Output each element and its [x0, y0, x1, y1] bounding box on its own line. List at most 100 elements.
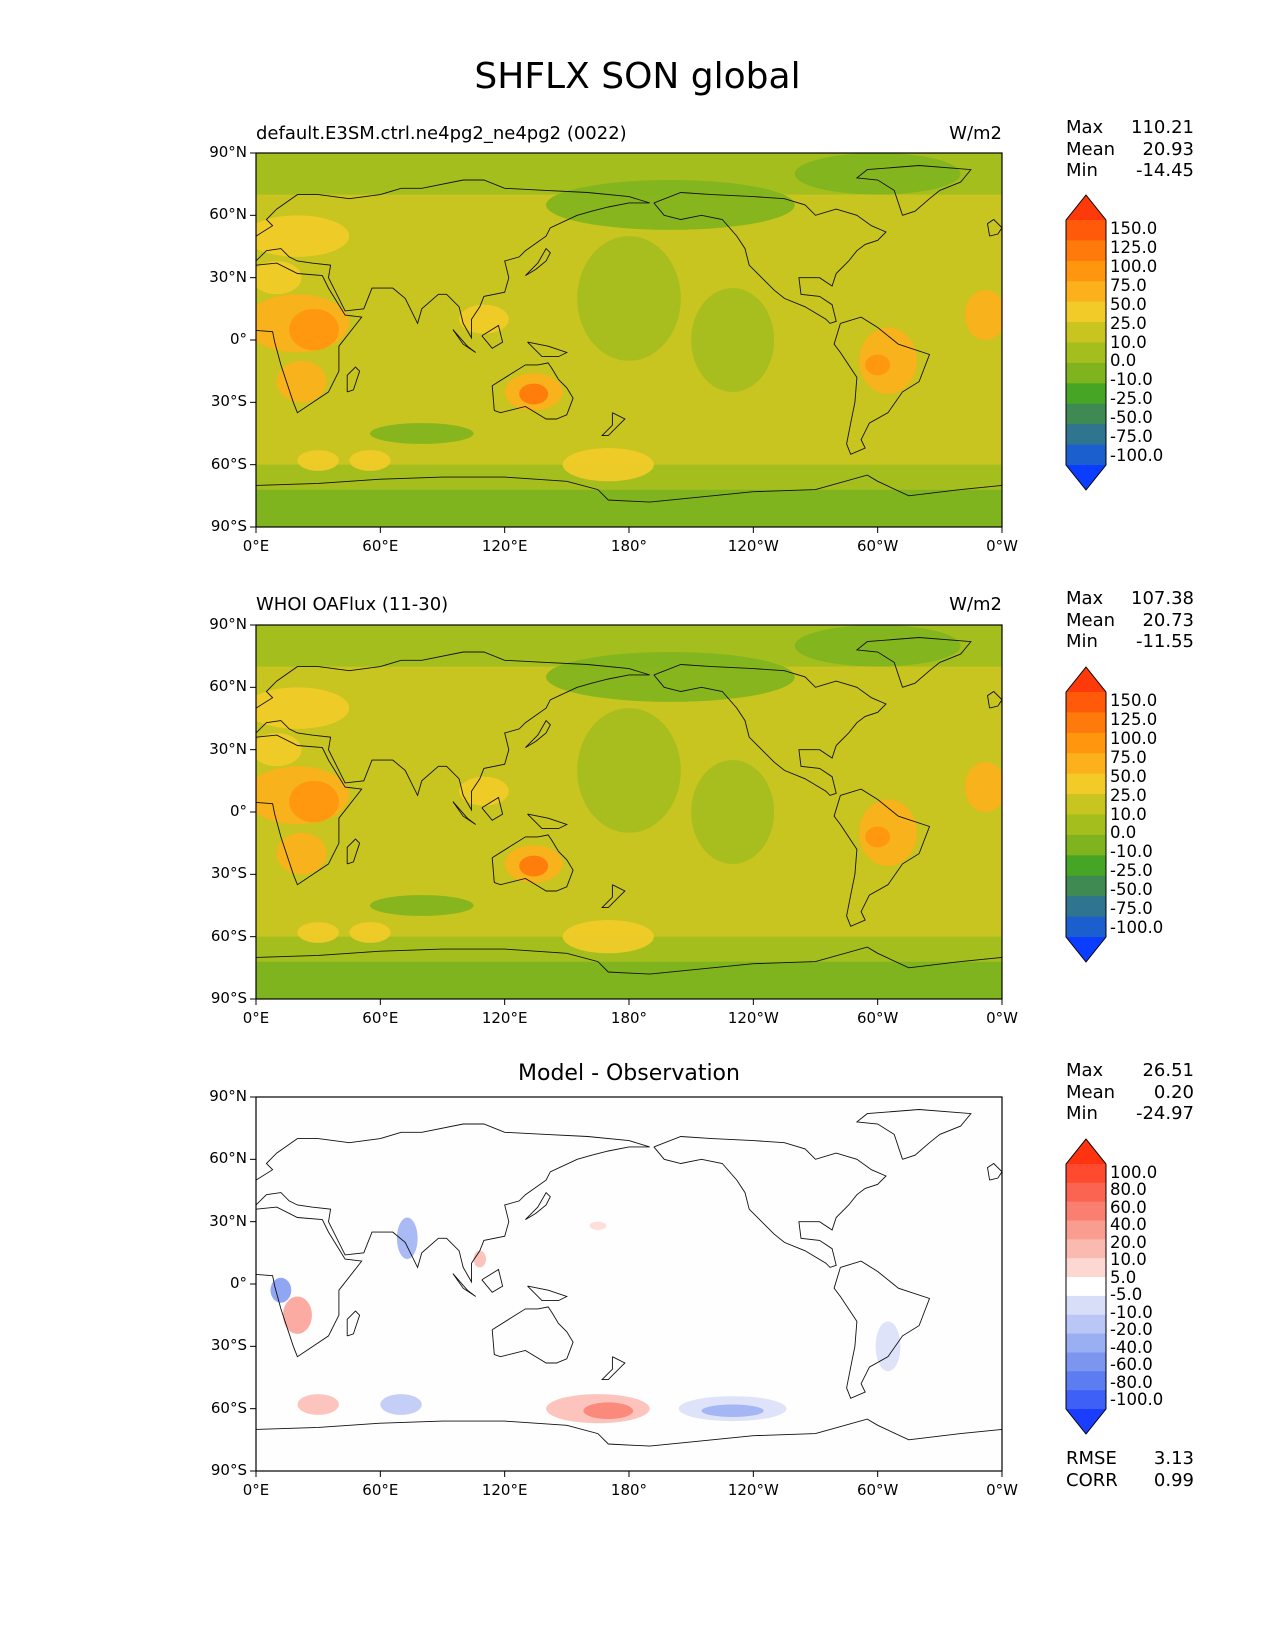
- panel2-stats: Max 107.38 Mean 20.73 Min -11.55: [1066, 588, 1194, 653]
- y-tick-label: 90°N: [209, 1087, 247, 1105]
- field-contour: [562, 920, 654, 954]
- stat-label-mean: Mean: [1066, 138, 1116, 160]
- colorbar-outline: [1065, 194, 1107, 491]
- field-contour: [369, 423, 474, 444]
- y-tick-label: 0°: [229, 802, 247, 820]
- field-contour: [276, 832, 327, 875]
- coastline: [833, 316, 931, 455]
- panel2-max: 107.38: [1131, 588, 1194, 609]
- coastline: [653, 1136, 887, 1268]
- y-tick-label: 90°S: [210, 989, 247, 1007]
- field-contour: [289, 308, 339, 351]
- southern-band: [256, 489, 1002, 527]
- colorbar-segment: [1066, 814, 1106, 836]
- coastline: [256, 651, 650, 812]
- field-contour: [256, 215, 350, 257]
- stat-label-max: Max: [1066, 1060, 1104, 1081]
- colorbar-tick-label: -100.0: [1110, 917, 1164, 937]
- field-contour: [794, 625, 961, 667]
- field-contour: [562, 448, 654, 482]
- colorbar-tick-label: -25.0: [1110, 389, 1153, 409]
- y-tick-label: 90°S: [210, 1461, 247, 1479]
- coastline: [855, 165, 972, 216]
- colorbar-segment: [1066, 1220, 1106, 1240]
- colorbar-tick-label: 50.0: [1110, 766, 1147, 786]
- panel2-min: -11.55: [1135, 631, 1194, 652]
- colorbar-tick-label: -20.0: [1110, 1320, 1153, 1340]
- colorbar-segment: [1066, 281, 1106, 303]
- colorbar-tick-label: -100.0: [1110, 445, 1164, 465]
- colorbar-segment: [1066, 1295, 1106, 1316]
- metric-label-rmse: RMSE: [1066, 1448, 1117, 1469]
- colorbar-segment: [1066, 403, 1106, 425]
- panel3-metrics: RMSE 3.13 CORR 0.99: [1066, 1448, 1194, 1491]
- colorbar-segment: [1066, 383, 1106, 405]
- y-tick-label: 90°S: [210, 517, 247, 535]
- coastline: [481, 1268, 504, 1293]
- colorbar-segment: [1066, 692, 1106, 713]
- colorbar-segment: [1066, 362, 1106, 384]
- colorbar-tick-label: 5.0: [1110, 1267, 1137, 1287]
- difference-contour: [396, 1217, 418, 1260]
- colorbar-outline: [1065, 1138, 1107, 1435]
- coastline: [346, 1310, 361, 1337]
- colorbar-tick-label: -10.0: [1110, 370, 1153, 390]
- coastline: [525, 1191, 551, 1220]
- field-contour: [297, 922, 339, 943]
- panel1-title: default.E3SM.ctrl.ne4pg2_ne4pg2 (0022): [256, 123, 627, 144]
- colorbar-segment: [1066, 855, 1106, 877]
- coastline: [525, 719, 551, 748]
- y-tick-label: 60°S: [210, 1398, 247, 1417]
- colorbar-tick-label: -80.0: [1110, 1372, 1153, 1392]
- difference-contour: [875, 1321, 901, 1372]
- y-tick-label: 60°N: [209, 677, 247, 696]
- colorbar-tick-label: 125.0: [1110, 710, 1158, 730]
- colorbar-tick-label: -10.0: [1110, 1302, 1153, 1322]
- y-tick-label: 0°: [229, 330, 247, 348]
- x-tick-label: 60°W: [856, 537, 899, 555]
- field-contour: [297, 450, 339, 471]
- colorbar-extend-top: [1066, 1139, 1106, 1164]
- field-contour: [256, 261, 302, 295]
- coastline: [481, 324, 504, 349]
- colorbar-tick-label: 150.0: [1110, 691, 1158, 711]
- panel1-map: [250, 152, 1003, 533]
- coastline: [855, 637, 972, 688]
- colorbar-tick-label: -100.0: [1110, 1390, 1164, 1410]
- colorbar-segment: [1066, 875, 1106, 897]
- y-tick-label: 90°N: [209, 143, 247, 161]
- coastline: [987, 218, 1002, 237]
- figure-title: SHFLX SON global: [474, 56, 801, 97]
- colorbar-segment: [1066, 1201, 1106, 1222]
- colorbar-tick-label: 50.0: [1110, 294, 1147, 314]
- coastline: [601, 1356, 626, 1381]
- colorbar-tick-label: 80.0: [1110, 1180, 1147, 1200]
- colorbar-tick-label: -5.0: [1110, 1285, 1143, 1305]
- colorbar-tick-label: 60.0: [1110, 1197, 1147, 1217]
- colorbar-segment: [1066, 896, 1106, 918]
- coastline: [491, 362, 574, 420]
- coastline: [481, 796, 504, 821]
- colorbar-segment: [1066, 1239, 1106, 1259]
- y-tick-label: 30°N: [209, 739, 247, 758]
- x-tick-label: 0°W: [986, 1009, 1018, 1027]
- y-tick-label: 60°N: [209, 205, 247, 224]
- colorbar-tick-label: 100.0: [1110, 729, 1158, 749]
- y-tick-label: 30°S: [210, 864, 247, 883]
- coastline: [525, 247, 551, 276]
- coastline: [452, 801, 476, 825]
- stat-label-max: Max: [1066, 117, 1104, 138]
- panel3-mean: 0.20: [1153, 1081, 1194, 1103]
- colorbar-tick-label: 20.0: [1110, 1232, 1147, 1252]
- colorbar-tick-label: 40.0: [1110, 1215, 1147, 1235]
- colorbar-segment: [1066, 1258, 1106, 1278]
- colorbar-segment: [1066, 773, 1106, 795]
- x-tick-label: 60°E: [362, 1009, 399, 1027]
- panel2-colorbar: [1065, 666, 1107, 963]
- y-tick-label: 60°N: [209, 1149, 247, 1168]
- panel3-stats: Max 26.51 Mean 0.20 Min -24.97: [1066, 1060, 1194, 1125]
- colorbar-extend-top: [1066, 667, 1106, 692]
- colorbar-tick-label: 100.0: [1110, 1162, 1158, 1182]
- colorbar-tick-label: -10.0: [1110, 842, 1153, 862]
- panel3-colorbar: [1065, 1138, 1107, 1435]
